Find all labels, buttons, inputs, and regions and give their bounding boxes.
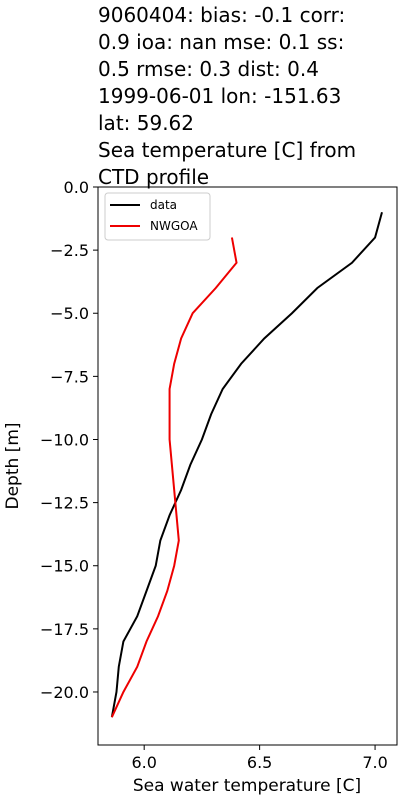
chart-title: CTD profile bbox=[98, 165, 209, 189]
chart-title: 0.9 ioa: nan mse: 0.1 ss: bbox=[98, 30, 344, 54]
legend: data NWGOA bbox=[104, 192, 211, 241]
y-tick-label: −15.0 bbox=[40, 557, 89, 576]
x-tick-label: 7.0 bbox=[362, 753, 387, 772]
y-tick-label: −2.5 bbox=[50, 241, 89, 260]
line bbox=[110, 237, 238, 718]
legend-label: NWGOA bbox=[150, 219, 198, 233]
x-tick-label: 6.0 bbox=[131, 753, 156, 772]
line bbox=[110, 211, 383, 718]
chart-title: lat: 59.62 bbox=[98, 111, 194, 135]
legend-label: data bbox=[150, 198, 177, 212]
y-tick-label: −5.0 bbox=[50, 304, 89, 323]
chart-title: 9060404: bias: -0.1 corr: bbox=[98, 3, 345, 27]
y-tick-label: −12.5 bbox=[40, 494, 89, 513]
y-tick-label: −17.5 bbox=[40, 620, 89, 639]
y-tick-label: −10.0 bbox=[40, 430, 89, 449]
y-tick-label: −7.5 bbox=[50, 367, 89, 386]
x-axis-label: Sea water temperature [C] bbox=[133, 776, 361, 796]
plot-frame bbox=[97, 186, 398, 746]
chart-title: 1999-06-01 lon: -151.63 bbox=[98, 84, 341, 108]
y-tick-label: 0.0 bbox=[64, 178, 89, 197]
y-axis-label: Depth [m] bbox=[3, 422, 23, 509]
chart-title: Sea temperature [C] from bbox=[98, 138, 356, 162]
chart-title: 0.5 rmse: 0.3 dist: 0.4 bbox=[98, 57, 319, 81]
x-tick-label: 6.5 bbox=[247, 753, 272, 772]
y-tick-label: −20.0 bbox=[40, 683, 89, 702]
